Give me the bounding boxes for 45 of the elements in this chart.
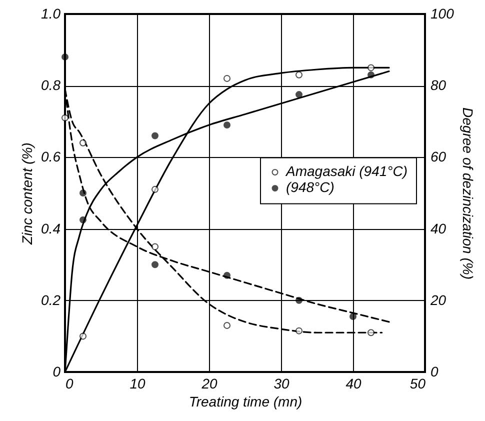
point xyxy=(80,216,86,224)
point xyxy=(350,313,356,320)
point xyxy=(368,329,374,336)
point xyxy=(224,74,230,82)
point xyxy=(152,261,158,268)
point xyxy=(152,243,158,250)
point xyxy=(62,114,68,122)
x-tick-label: 10 xyxy=(130,376,146,392)
x-tick-label: 30 xyxy=(274,376,290,392)
y2-tick-label: 0 xyxy=(430,364,438,380)
point xyxy=(368,71,374,78)
y-tick-label: 0.2 xyxy=(41,292,61,308)
point xyxy=(296,296,302,304)
x-tick-label: 0 xyxy=(66,376,74,392)
y-axis-title: Zinc content (%) xyxy=(19,142,36,246)
y-tick-label: 0.8 xyxy=(41,77,61,94)
x-tick-label: 50 xyxy=(410,376,426,392)
y2-tick-label: 60 xyxy=(430,148,446,165)
y2-tick-label: 20 xyxy=(430,292,446,308)
y-tick-label: 0.6 xyxy=(41,148,61,165)
point xyxy=(296,71,302,78)
y2-tick-label: 80 xyxy=(430,77,446,94)
point xyxy=(80,332,86,340)
y-tick-label: 1.0 xyxy=(41,6,61,22)
y2-tick-label: 100 xyxy=(430,6,454,22)
point xyxy=(152,186,158,193)
legend-label: (948°C) xyxy=(286,179,334,196)
point xyxy=(224,322,230,329)
point xyxy=(62,53,68,60)
point xyxy=(80,190,86,196)
point xyxy=(224,272,230,279)
x-axis-title: Treating time (mn) xyxy=(188,394,302,410)
x-tick-label: 20 xyxy=(200,376,218,392)
point xyxy=(152,132,158,140)
point xyxy=(224,121,230,128)
y2-axis-title: Degree of dezincization (%) xyxy=(460,108,476,280)
y2-tick-label: 40 xyxy=(430,220,446,236)
point xyxy=(368,64,374,72)
y-tick-label: 0 xyxy=(52,364,61,380)
point xyxy=(296,327,302,334)
point xyxy=(80,139,86,146)
point xyxy=(296,91,302,98)
x-tick-label: 40 xyxy=(346,376,362,392)
legend-label: Amagasaki (941°C) xyxy=(285,163,408,180)
y-tick-label: 0.4 xyxy=(41,220,61,236)
